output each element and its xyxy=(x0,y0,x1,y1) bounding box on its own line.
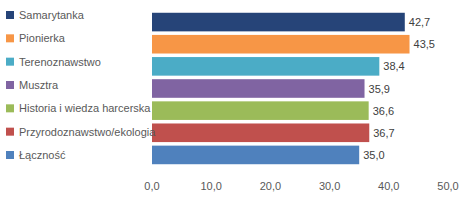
bars xyxy=(152,13,410,164)
bar xyxy=(152,57,379,76)
legend-label: Pionierka xyxy=(19,32,66,44)
bar xyxy=(152,123,369,142)
bar xyxy=(152,35,410,54)
legend-swatch xyxy=(6,11,14,19)
bar xyxy=(152,101,369,120)
bar xyxy=(152,13,405,32)
legend-label: Łączność xyxy=(19,149,66,161)
data-label: 36,7 xyxy=(373,127,394,139)
legend-swatch xyxy=(6,151,14,159)
legend-label: Historia i wiedza harcerska xyxy=(19,102,151,114)
legend-swatch xyxy=(6,81,14,89)
data-label: 38,4 xyxy=(383,60,404,72)
legend-label: Samarytanka xyxy=(19,9,85,21)
chart: 0,0 10,0 20,0 30,0 40,0 50,0 42,7 43,5 38,4 35,9 3… xyxy=(0,0,476,212)
data-label: 43,5 xyxy=(414,38,435,50)
legend-swatch xyxy=(6,128,14,136)
data-label: 42,7 xyxy=(409,16,430,28)
tick-label: 40,0 xyxy=(378,180,399,192)
tick-label: 30,0 xyxy=(319,180,340,192)
legend-label: Przyrodoznawstwo/ekologia xyxy=(19,126,156,138)
legend: Samarytanka Pionierka Terenoznawstwo Musztr… xyxy=(6,9,156,161)
bar xyxy=(152,146,359,165)
tick-label: 0,0 xyxy=(144,180,159,192)
bar xyxy=(152,79,365,98)
data-label: 36,6 xyxy=(373,105,394,117)
legend-swatch xyxy=(6,104,14,112)
tick-label: 10,0 xyxy=(200,180,221,192)
legend-label: Terenoznawstwo xyxy=(19,56,101,68)
data-label: 35,9 xyxy=(369,83,390,95)
legend-label: Musztra xyxy=(19,79,59,91)
legend-swatch xyxy=(6,34,14,42)
tick-label: 20,0 xyxy=(260,180,281,192)
legend-swatch xyxy=(6,58,14,66)
data-label: 35,0 xyxy=(363,149,384,161)
tick-label: 50,0 xyxy=(437,180,458,192)
